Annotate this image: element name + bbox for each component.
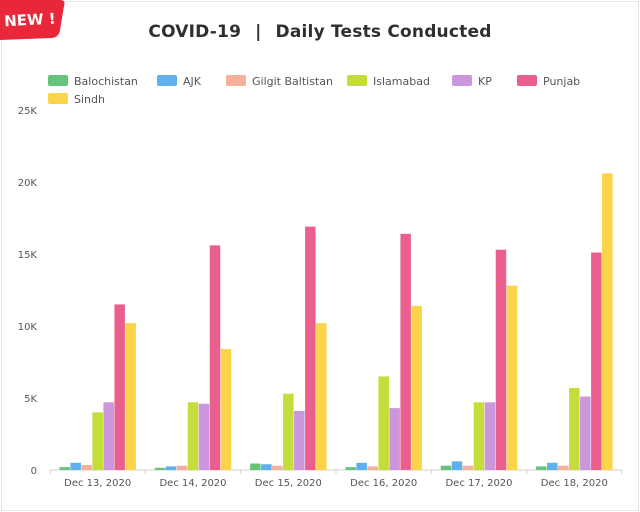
bar-punjab[interactable] — [495, 249, 507, 470]
bar-sindh[interactable] — [602, 173, 613, 471]
bar-ajk[interactable] — [451, 461, 463, 470]
y-tick-label: 0 — [31, 466, 37, 477]
legend-label-punjab[interactable]: Punjab — [543, 75, 580, 88]
x-tick-label: Dec 13, 2020 — [64, 478, 131, 489]
bar-balochistan[interactable] — [154, 467, 166, 470]
new-badge[interactable]: NEW ! — [0, 0, 68, 40]
bar-ajk[interactable] — [261, 464, 272, 470]
bar-balochistan[interactable] — [440, 465, 452, 470]
bar-ajk[interactable] — [356, 462, 367, 470]
bar-gilgit-baltistan[interactable] — [367, 466, 378, 470]
bar-ajk[interactable] — [547, 462, 558, 470]
y-tick-label: 20K — [18, 178, 38, 189]
legend-swatch-ajk[interactable] — [157, 75, 177, 86]
bar-sindh[interactable] — [220, 349, 232, 470]
legend-label-ajk[interactable]: AJK — [183, 75, 202, 88]
chart-title-separator: | — [255, 22, 262, 42]
chart-title: COVID-19 | Daily Tests Conducted — [0, 22, 640, 42]
bar-kp[interactable] — [580, 396, 591, 470]
legend-swatch-sindh[interactable] — [48, 93, 68, 104]
bar-sindh[interactable] — [411, 305, 422, 470]
x-tick-label: Dec 18, 2020 — [541, 478, 608, 489]
legend-label-kp[interactable]: KP — [478, 75, 492, 88]
bar-sindh[interactable] — [316, 323, 327, 470]
x-tick-label: Dec 14, 2020 — [159, 478, 226, 489]
legend-label-gilgit-baltistan[interactable]: Gilgit Baltistan — [252, 75, 333, 88]
x-tick-label: Dec 15, 2020 — [255, 478, 322, 489]
new-badge-shape: NEW ! — [0, 0, 65, 40]
bar-punjab[interactable] — [209, 245, 221, 470]
bar-gilgit-baltistan[interactable] — [176, 465, 188, 470]
x-tick-label: Dec 17, 2020 — [445, 478, 512, 489]
bar-ajk[interactable] — [70, 462, 81, 470]
bar-kp[interactable] — [103, 402, 114, 470]
bar-punjab[interactable] — [400, 233, 411, 470]
x-tick-label: Dec 16, 2020 — [350, 478, 417, 489]
bar-islamabad[interactable] — [283, 393, 294, 470]
bar-islamabad[interactable] — [92, 412, 103, 470]
bar-balochistan[interactable] — [250, 463, 261, 470]
bar-punjab[interactable] — [591, 252, 602, 470]
new-badge-label: NEW ! — [4, 10, 56, 31]
y-tick-label: 15K — [18, 250, 38, 261]
legend-label-sindh[interactable]: Sindh — [74, 93, 105, 106]
bar-islamabad[interactable] — [473, 402, 485, 470]
bar-kp[interactable] — [389, 408, 400, 470]
bar-kp[interactable] — [294, 410, 305, 470]
legend-label-balochistan[interactable]: Balochistan — [74, 75, 138, 88]
bar-punjab[interactable] — [305, 226, 316, 470]
bar-islamabad[interactable] — [187, 402, 199, 470]
y-tick-label: 5K — [24, 394, 37, 405]
bar-gilgit-baltistan[interactable] — [272, 465, 283, 470]
bar-islamabad[interactable] — [378, 376, 389, 470]
chart-title-sub: Daily Tests Conducted — [275, 22, 492, 42]
legend-swatch-kp[interactable] — [452, 75, 472, 86]
bar-kp[interactable] — [484, 402, 496, 470]
bar-gilgit-baltistan[interactable] — [462, 465, 474, 470]
bar-islamabad[interactable] — [569, 387, 580, 470]
legend-swatch-islamabad[interactable] — [347, 75, 367, 86]
bar-balochistan[interactable] — [59, 467, 70, 470]
bar-balochistan[interactable] — [536, 466, 547, 470]
legend-swatch-gilgit-baltistan[interactable] — [226, 75, 246, 86]
legend-label-islamabad[interactable]: Islamabad — [373, 75, 430, 88]
bar-ajk[interactable] — [165, 466, 177, 470]
bar-sindh[interactable] — [125, 323, 136, 470]
bar-balochistan[interactable] — [345, 467, 356, 470]
bar-punjab[interactable] — [114, 304, 125, 470]
bar-gilgit-baltistan[interactable] — [81, 464, 92, 470]
chart-title-main: COVID-19 — [148, 22, 242, 42]
y-tick-label: 25K — [18, 106, 38, 117]
legend-swatch-balochistan[interactable] — [48, 75, 68, 86]
legend-swatch-punjab[interactable] — [517, 75, 537, 86]
y-tick-label: 10K — [18, 322, 38, 333]
bar-gilgit-baltistan[interactable] — [558, 465, 569, 470]
bar-kp[interactable] — [198, 403, 210, 470]
bar-sindh[interactable] — [506, 285, 518, 470]
